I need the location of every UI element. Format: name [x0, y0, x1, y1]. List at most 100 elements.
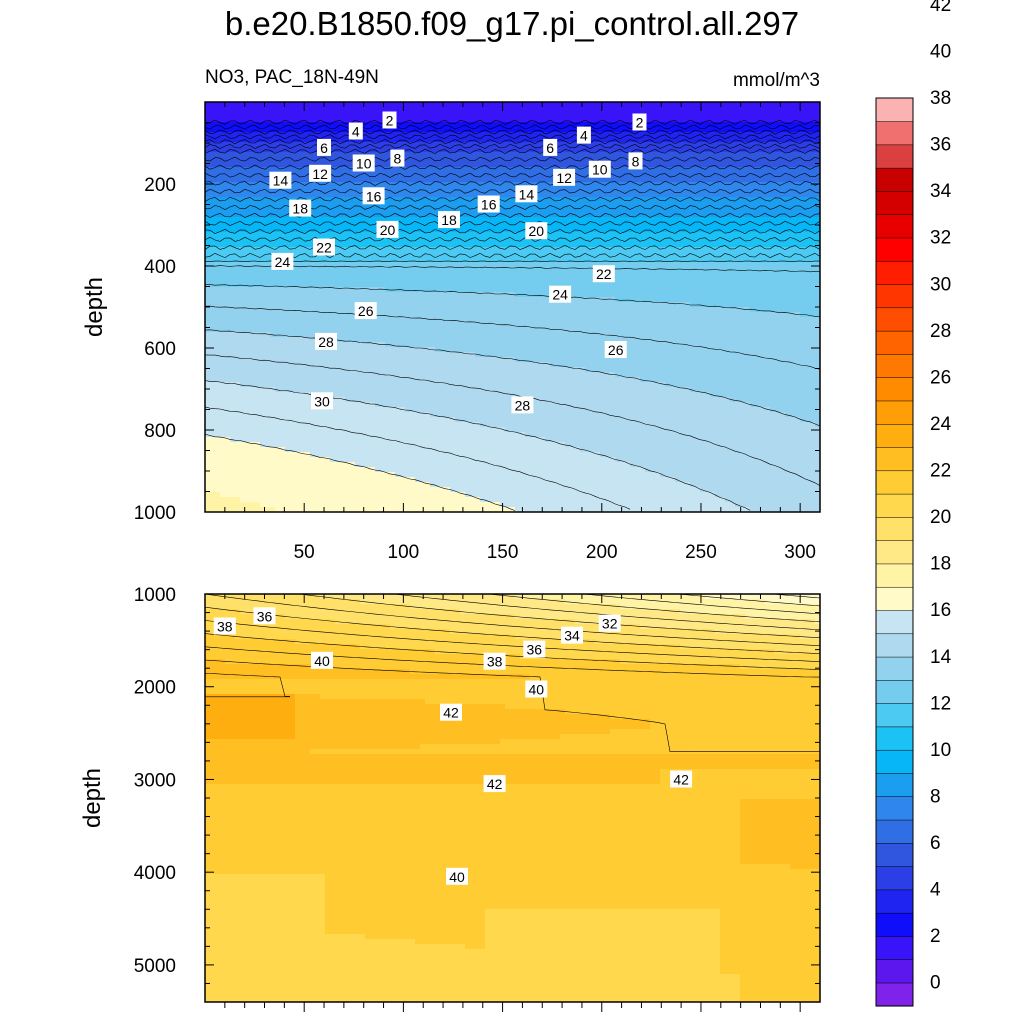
upper-field-cell	[375, 307, 381, 313]
upper-field-cell	[305, 417, 311, 423]
upper-field-cell	[290, 427, 296, 433]
upper-field-cell	[280, 392, 286, 398]
upper-field-cell	[340, 247, 346, 253]
upper-field-cell	[260, 107, 266, 113]
upper-field-cell	[440, 352, 446, 358]
upper-field-cell	[330, 417, 336, 423]
upper-field-cell	[415, 247, 421, 253]
upper-field-cell	[335, 352, 341, 358]
upper-field-cell	[285, 247, 291, 253]
upper-field-cell	[295, 467, 301, 473]
upper-field-cell	[415, 452, 421, 458]
upper-field-cell	[315, 482, 321, 488]
upper-field-cell	[385, 457, 391, 463]
upper-field-cell	[300, 477, 306, 483]
upper-field-cell	[495, 157, 501, 163]
upper-field-cell	[415, 177, 421, 183]
upper-field-cell	[505, 227, 511, 233]
upper-field-cell	[445, 322, 451, 328]
upper-field-cell	[445, 477, 451, 483]
upper-field-cell	[280, 337, 286, 343]
upper-field-cell	[300, 172, 306, 178]
upper-field-cell	[460, 217, 466, 223]
upper-field-cell	[300, 102, 306, 108]
upper-field-cell	[420, 492, 426, 498]
upper-field-cell	[410, 257, 416, 263]
upper-field-cell	[345, 312, 351, 318]
upper-field-cell	[275, 167, 281, 173]
upper-field-cell	[330, 412, 336, 418]
upper-field-cell	[325, 467, 331, 473]
upper-field-cell	[415, 307, 421, 313]
upper-field-cell	[445, 352, 451, 358]
upper-field-cell	[225, 442, 231, 448]
upper-field-cell	[440, 337, 446, 343]
upper-field-cell	[295, 307, 301, 313]
upper-field-cell	[280, 282, 286, 288]
upper-field-cell	[280, 412, 286, 418]
upper-field-cell	[425, 127, 431, 133]
upper-field-cell	[380, 477, 386, 483]
upper-field-cell	[205, 412, 211, 418]
upper-field-cell	[335, 112, 341, 118]
upper-field-cell	[280, 237, 286, 243]
upper-field-cell	[505, 397, 511, 403]
upper-field-cell	[400, 462, 406, 468]
upper-field-cell	[345, 432, 351, 438]
upper-field-cell	[495, 477, 501, 483]
upper-field-cell	[395, 207, 401, 213]
upper-field-cell	[475, 117, 481, 123]
upper-field-cell	[270, 217, 276, 223]
upper-field-cell	[415, 157, 421, 163]
upper-field-cell	[295, 272, 301, 278]
upper-field-cell	[265, 197, 271, 203]
upper-field-cell	[435, 187, 441, 193]
upper-field-cell	[320, 257, 326, 263]
upper-field-cell	[380, 402, 386, 408]
upper-field-cell	[280, 122, 286, 128]
upper-field-cell	[450, 477, 456, 483]
upper-field-cell	[390, 342, 396, 348]
upper-field-cell	[295, 342, 301, 348]
upper-field-cell	[345, 282, 351, 288]
upper-field-cell	[280, 362, 286, 368]
upper-field-cell	[460, 332, 466, 338]
upper-field-cell	[470, 377, 476, 383]
upper-field-cell	[375, 247, 381, 253]
upper-field-cell	[445, 367, 451, 373]
upper-field-cell	[265, 287, 271, 293]
upper-field-cell	[250, 312, 256, 318]
upper-field-cell	[400, 182, 406, 188]
upper-field-cell	[495, 192, 501, 198]
upper-field-cell	[270, 157, 276, 163]
upper-field-cell	[385, 182, 391, 188]
upper-field-cell	[225, 452, 231, 458]
upper-field-cell	[245, 197, 251, 203]
upper-field-cell	[245, 337, 251, 343]
upper-field-cell	[495, 377, 501, 383]
upper-field-cell	[255, 402, 261, 408]
upper-field-cell	[275, 162, 281, 168]
upper-field-cell	[440, 487, 446, 493]
upper-field-cell	[475, 282, 481, 288]
upper-field-cell	[275, 147, 281, 153]
upper-field-cell	[270, 372, 276, 378]
upper-field-cell	[280, 407, 286, 413]
upper-field-cell	[220, 457, 226, 463]
upper-field-cell	[320, 212, 326, 218]
upper-field-cell	[245, 267, 251, 273]
upper-field-cell	[490, 227, 496, 233]
upper-field-cell	[450, 422, 456, 428]
upper-field-cell	[465, 407, 471, 413]
upper-field-cell	[385, 352, 391, 358]
upper-field-cell	[405, 182, 411, 188]
upper-field-cell	[350, 182, 356, 188]
upper-field-cell	[285, 322, 291, 328]
upper-field-cell	[400, 267, 406, 273]
upper-field-cell	[210, 397, 216, 403]
upper-field-cell	[220, 257, 226, 263]
upper-field-cell	[215, 327, 221, 333]
upper-field-cell	[345, 192, 351, 198]
upper-field-cell	[410, 377, 416, 383]
upper-field-cell	[390, 317, 396, 323]
